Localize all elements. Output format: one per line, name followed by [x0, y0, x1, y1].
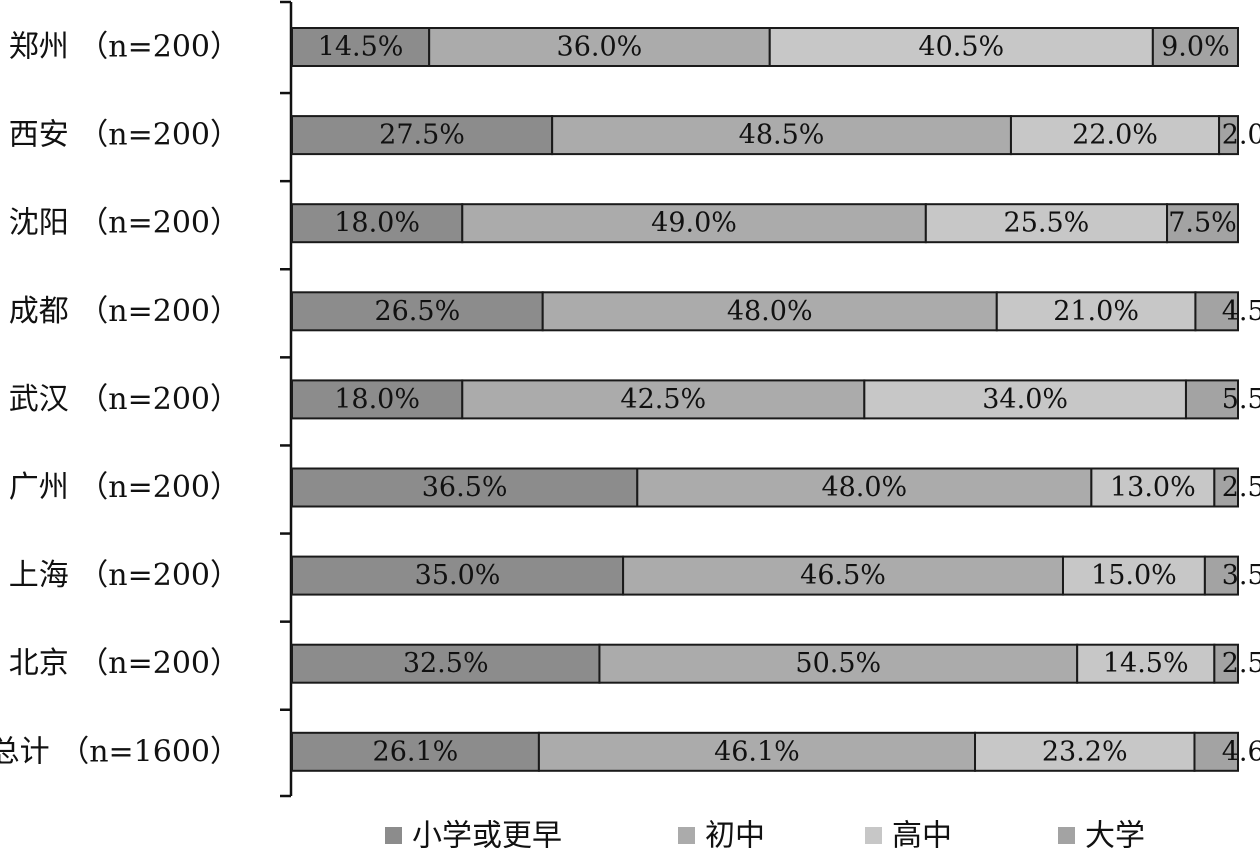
data-label: 4.5%	[1222, 296, 1260, 327]
bar-segment	[622, 555, 1064, 596]
bar-segment	[1213, 643, 1239, 684]
data-label: 48.0%	[727, 296, 813, 327]
data-label: 34.0%	[982, 384, 1068, 415]
bar-segment	[636, 467, 1093, 508]
category-label: 武汉 （n=200）	[9, 382, 240, 417]
bar-segment	[428, 27, 771, 67]
bar-segment	[924, 203, 1169, 244]
data-label: 48.5%	[739, 120, 825, 151]
bar-segment	[863, 379, 1187, 420]
data-label: 5.5%	[1222, 384, 1260, 415]
category-label: 总计 （n=1600）	[0, 734, 240, 769]
data-label: 14.5%	[1103, 648, 1189, 679]
bar-segment	[551, 115, 1012, 156]
data-label: 27.5%	[379, 120, 465, 151]
bar-segment	[291, 731, 540, 772]
bar-segment	[291, 115, 554, 156]
bar-segment	[1193, 731, 1240, 772]
data-label: 48.0%	[821, 472, 907, 503]
data-label: 7.5%	[1168, 208, 1237, 239]
bar-segment	[1061, 555, 1206, 596]
data-label: 14.5%	[318, 32, 404, 63]
data-label: 21.0%	[1053, 296, 1139, 327]
data-label: 35.0%	[415, 560, 501, 591]
bars: 14.5% 36.0% 40.5% 9.0% 27.5% 48.5% 22.0% 2.0% 18…	[291, 27, 1260, 772]
category-label: 沈阳 （n=200）	[9, 206, 240, 241]
data-label: 18.0%	[334, 208, 420, 239]
bar-segment	[291, 467, 639, 508]
bar-segment	[974, 731, 1196, 772]
data-label: 50.5%	[795, 648, 881, 679]
data-label: 25.5%	[1004, 208, 1090, 239]
bar-segment	[1213, 467, 1239, 508]
category-label: 广州 （n=200）	[9, 470, 240, 505]
bar-segment	[291, 291, 544, 332]
data-label: 26.5%	[374, 296, 460, 327]
data-label: 2.0%	[1222, 120, 1260, 151]
data-label: 2.5%	[1222, 648, 1260, 679]
category-axis	[280, 0, 293, 798]
data-label: 9.0%	[1161, 32, 1230, 63]
legend-label: 大学	[1085, 819, 1145, 854]
data-label: 46.1%	[714, 736, 800, 767]
legend: 小学或更早 初中 高中 大学	[385, 819, 1145, 854]
legend-swatch	[865, 827, 882, 844]
data-label: 4.6%	[1222, 736, 1260, 767]
data-label: 32.5%	[403, 648, 489, 679]
category-label: 上海 （n=200）	[9, 558, 240, 593]
data-label: 46.5%	[800, 560, 886, 591]
data-label: 42.5%	[620, 384, 706, 415]
bar-segment	[461, 379, 866, 420]
data-label: 13.0%	[1110, 472, 1196, 503]
bar-segment	[1203, 555, 1240, 596]
legend-swatch	[678, 827, 695, 844]
category-label: 西安 （n=200）	[9, 118, 240, 153]
legend-label: 小学或更早	[412, 819, 562, 854]
legend-swatch	[1058, 827, 1075, 844]
bar-segment	[1184, 379, 1239, 420]
data-label: 36.0%	[557, 32, 643, 63]
legend-label: 初中	[705, 819, 765, 854]
bar-segment	[291, 379, 464, 420]
bar-segment	[291, 27, 431, 67]
data-label: 22.0%	[1072, 120, 1158, 151]
data-label: 15.0%	[1091, 560, 1177, 591]
legend-label: 高中	[892, 819, 952, 854]
data-label: 18.0%	[334, 384, 420, 415]
bar-segment	[541, 291, 998, 332]
data-label: 26.1%	[373, 736, 459, 767]
bar-segment	[291, 203, 464, 244]
category-label: 成都 （n=200）	[9, 294, 240, 329]
legend-swatch	[385, 827, 402, 844]
data-label: 2.5%	[1222, 472, 1260, 503]
bar-segment	[291, 555, 625, 596]
data-label: 36.5%	[422, 472, 508, 503]
data-label: 3.5%	[1222, 560, 1260, 591]
bar-segment	[537, 731, 977, 772]
bar-segment	[1166, 203, 1240, 244]
bar-segment	[1218, 115, 1239, 156]
category-label: 北京 （n=200）	[9, 646, 240, 681]
data-label: 23.2%	[1042, 736, 1128, 767]
bar-segment	[1151, 27, 1239, 67]
bar-segment	[291, 643, 601, 684]
row-labels: 郑州 （n=200） 西安 （n=200） 沈阳 （n=200） 成都 （n=200）…	[0, 30, 240, 770]
category-label: 郑州 （n=200）	[9, 30, 240, 65]
bar-segment	[995, 291, 1197, 332]
data-label: 40.5%	[918, 32, 1004, 63]
bar-segment	[1194, 291, 1240, 332]
bar-segment	[1009, 115, 1221, 156]
data-label: 49.0%	[651, 208, 737, 239]
